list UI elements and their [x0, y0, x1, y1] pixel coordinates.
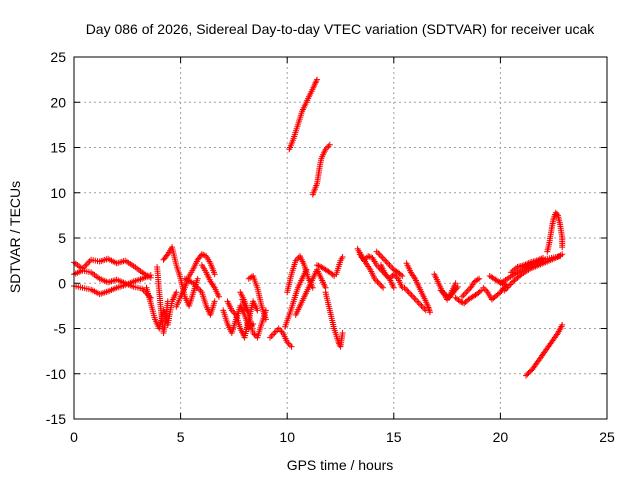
- x-tick-label: 0: [70, 429, 78, 445]
- data-point: [553, 211, 560, 217]
- data-point: [211, 298, 218, 305]
- data-point: [559, 321, 566, 328]
- data-point: [314, 76, 320, 83]
- data-point: [474, 276, 481, 283]
- data-point: [254, 307, 261, 314]
- x-tick-label: 10: [279, 429, 295, 445]
- data-point: [339, 254, 346, 260]
- data-point: [243, 307, 250, 314]
- y-axis-label: SDTVAR / TECUs: [7, 181, 23, 293]
- data-point: [476, 288, 483, 295]
- data-point: [452, 280, 459, 287]
- data-point: [365, 253, 372, 260]
- x-tick-label: 25: [599, 429, 615, 445]
- data-point: [559, 251, 566, 258]
- data-point: [173, 289, 180, 296]
- tick-labels: 0 5 10 15 20 25 -15 -10 -5 0 5 10 15 20 25: [46, 49, 615, 445]
- data-point: [456, 298, 463, 305]
- y-tick-label: 0: [58, 275, 66, 291]
- data-point: [427, 309, 433, 316]
- data-point: [326, 141, 333, 148]
- data-point: [526, 368, 533, 375]
- data-point: [339, 330, 346, 336]
- data-point: [476, 275, 483, 282]
- data-point: [211, 271, 218, 278]
- chart-title: Day 086 of 2026, Sidereal Day-to-day VTE…: [86, 21, 596, 37]
- data-point: [262, 316, 269, 323]
- plot-frame: [73, 56, 608, 420]
- data-point: [147, 272, 154, 279]
- y-tick-label: -5: [54, 321, 67, 337]
- data-point: [216, 293, 222, 300]
- y-tick-label: 10: [50, 185, 66, 201]
- x-axis-label: GPS time / hours: [287, 457, 394, 473]
- grid: [74, 57, 607, 419]
- data-point: [164, 298, 171, 305]
- data-point: [454, 283, 461, 290]
- y-tick-label: 20: [50, 94, 66, 110]
- data-point: [198, 251, 205, 258]
- data-point: [422, 307, 429, 314]
- y-tick-label: -15: [46, 411, 66, 427]
- data-point: [194, 275, 201, 282]
- data-point: [453, 285, 460, 292]
- data-point: [517, 272, 524, 279]
- data-point: [288, 343, 295, 350]
- x-tick-label: 5: [177, 429, 185, 445]
- y-tick-label: 25: [50, 49, 66, 65]
- y-tick-label: 15: [50, 140, 66, 156]
- data-point: [397, 271, 404, 278]
- data-point: [380, 284, 387, 291]
- data-point: [329, 271, 336, 278]
- data-point: [559, 244, 566, 251]
- data-point: [540, 254, 546, 261]
- data-points: [71, 76, 566, 379]
- data-point: [315, 262, 322, 269]
- x-tick-label: 15: [386, 429, 402, 445]
- x-tick-label: 20: [493, 429, 509, 445]
- data-point: [390, 284, 397, 291]
- data-point: [163, 252, 170, 259]
- y-tick-label: 5: [58, 230, 66, 246]
- data-point: [399, 273, 406, 279]
- y-tick-label: -10: [46, 366, 66, 382]
